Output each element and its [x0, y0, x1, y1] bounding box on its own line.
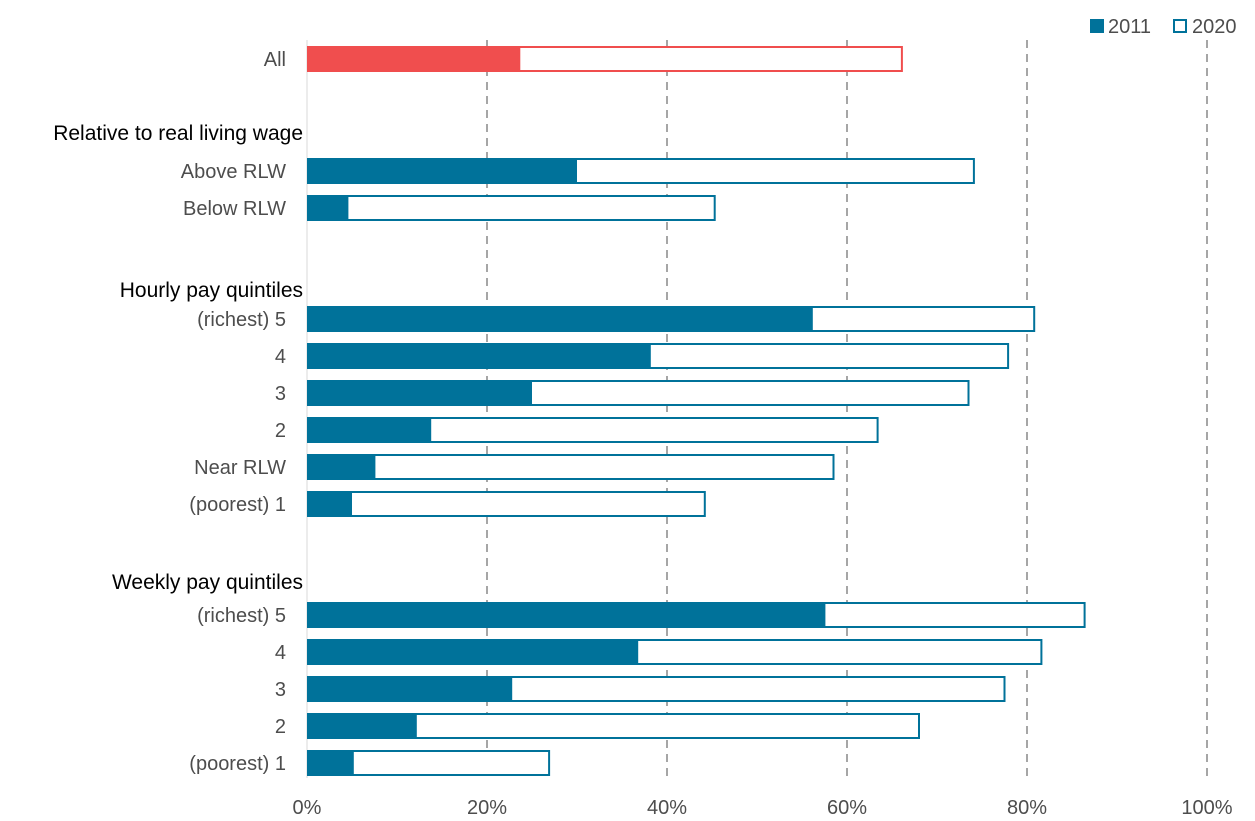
- category-label: (richest) 5: [197, 605, 286, 627]
- bar-2011: [307, 195, 349, 221]
- category-label: 2: [275, 420, 286, 442]
- category-label: 4: [275, 346, 286, 368]
- category-label: 3: [275, 679, 286, 701]
- category-label: Above RLW: [181, 161, 286, 183]
- bar-2011: [307, 639, 639, 665]
- bar-2020: [307, 454, 835, 480]
- x-tick-label: 100%: [1181, 797, 1232, 819]
- x-axis-ticks: 0% 20% 40% 60% 80% 100%: [293, 797, 1233, 819]
- category-label: (poorest) 1: [189, 494, 286, 516]
- bar-2011: [307, 343, 651, 369]
- bar-2011: [307, 454, 376, 480]
- bar-2020: [307, 491, 706, 517]
- category-label: (richest) 5: [197, 309, 286, 331]
- bar-2011: [307, 158, 577, 184]
- group-heading: Relative to real living wage: [53, 122, 303, 145]
- x-tick-label: 60%: [827, 797, 867, 819]
- category-label: (poorest) 1: [189, 753, 286, 775]
- legend-label-2011: 2011: [1108, 16, 1151, 38]
- bar-2011: [307, 380, 532, 406]
- bars: [307, 46, 1086, 776]
- category-labels: All Relative to real living wage Above RLW…: [53, 49, 303, 775]
- category-label: 4: [275, 642, 286, 664]
- legend-swatch-2011: [1090, 19, 1104, 33]
- bar-2011: [307, 46, 521, 72]
- bar-2011: [307, 713, 417, 739]
- bar-2011: [307, 306, 813, 332]
- legend: 2011 2020: [1090, 16, 1237, 38]
- bar-2011: [307, 491, 352, 517]
- bar-2011: [307, 602, 826, 628]
- legend-label-2020: 2020: [1192, 16, 1237, 38]
- legend-swatch-2020: [1173, 19, 1187, 33]
- bar-2011: [307, 750, 354, 776]
- category-label: 3: [275, 383, 286, 405]
- gridlines: [306, 40, 1208, 778]
- category-label: All: [264, 49, 286, 71]
- category-label: 2: [275, 716, 286, 738]
- x-tick-label: 40%: [647, 797, 687, 819]
- category-label: Near RLW: [194, 457, 286, 479]
- x-tick-label: 80%: [1007, 797, 1047, 819]
- category-label: Below RLW: [183, 198, 286, 220]
- x-tick-label: 0%: [293, 797, 322, 819]
- bar-2011: [307, 676, 513, 702]
- bar-2011: [307, 417, 432, 443]
- group-heading: Hourly pay quintiles: [120, 279, 303, 302]
- group-heading: Weekly pay quintiles: [112, 571, 303, 594]
- bar-2020: [307, 195, 716, 221]
- x-tick-label: 20%: [467, 797, 507, 819]
